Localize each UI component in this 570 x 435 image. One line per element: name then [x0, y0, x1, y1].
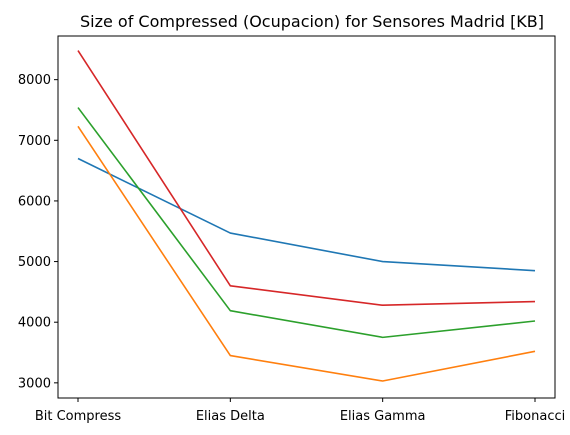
y-tick-label: 6000 [18, 194, 51, 209]
series-line-1 [77, 157, 536, 272]
y-tick-label: 8000 [18, 73, 51, 88]
x-tick-label: Elias Delta [196, 409, 265, 424]
chart-title: Size of Compressed (Ocupacion) for Senso… [80, 12, 544, 31]
y-tick-label: 5000 [18, 255, 51, 270]
y-tick-label: 3000 [18, 376, 51, 391]
x-tick-label: Fibonacci [505, 409, 565, 424]
series-line-2 [77, 125, 536, 382]
y-tick-label: 4000 [18, 316, 51, 331]
series-line-4 [77, 50, 536, 307]
plot-frame [57, 35, 556, 399]
x-tick-label: Bit Compress [35, 409, 122, 424]
series-line-3 [77, 107, 536, 339]
x-tick-label: Elias Gamma [340, 409, 426, 424]
y-tick-label: 7000 [18, 134, 51, 149]
plot-area: Bit Compress Elias Delta Elias Gamma Fibona… [18, 35, 565, 424]
